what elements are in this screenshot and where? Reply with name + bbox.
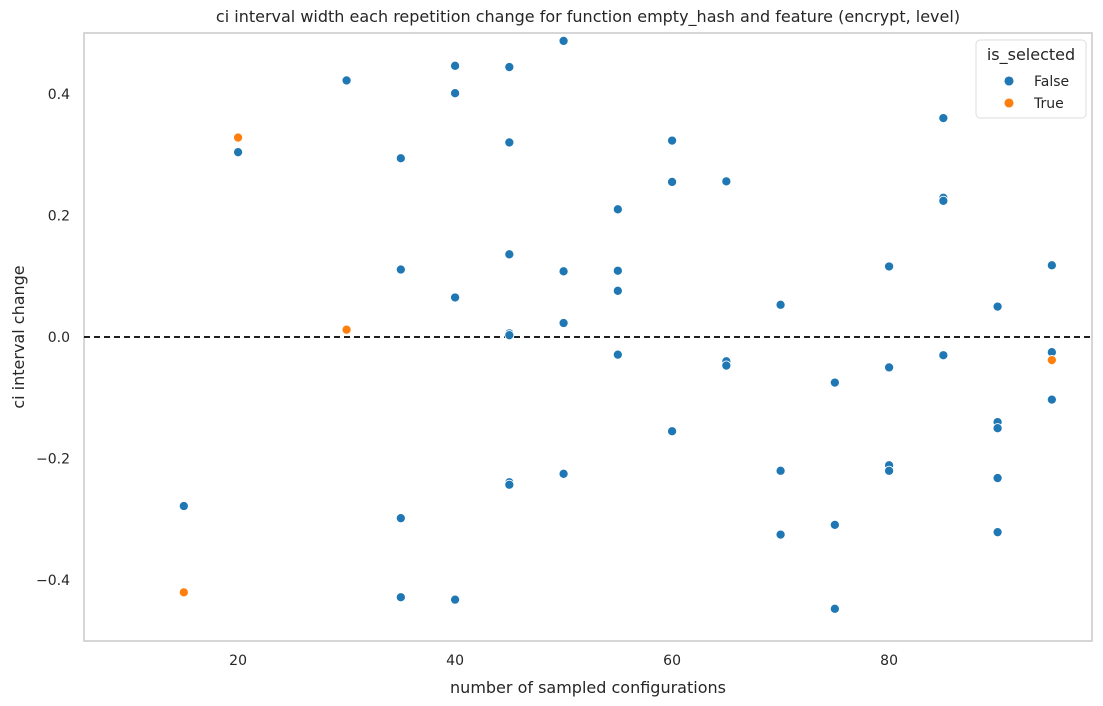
data-point-true [341,324,352,335]
legend: is_selected False True [975,39,1087,119]
legend-title: is_selected [987,45,1075,65]
chart-title: ci interval width each repetition change… [216,7,960,27]
data-point-false [992,301,1003,312]
data-point-false [667,426,678,437]
data-point-false [558,317,569,329]
data-point-false [938,195,949,206]
data-point-false [504,137,515,148]
data-point-false [884,261,895,272]
data-point-false [721,360,732,371]
data-point-false [612,349,623,360]
data-point-false [233,147,244,158]
data-point-false [884,362,895,373]
data-point-false [178,500,189,512]
data-point-false [395,264,406,275]
data-point-false [504,479,515,490]
legend-box [975,39,1087,119]
y-tick-label: 0.2 [48,208,70,224]
data-point-false [775,529,786,540]
data-point-false [612,265,623,276]
data-point-false [504,249,515,260]
data-point-false [884,465,895,476]
data-point-false [612,285,623,296]
legend-marker-false [1003,75,1015,87]
data-point-true [233,132,244,143]
data-point-false [558,35,569,46]
plot-area: 20 40 60 80 0.4 0.2 0.0 −0.2 −0.4 [36,32,1093,669]
y-tick-label: 0.4 [48,87,70,103]
x-axis-label: number of sampled configurations [450,678,726,697]
data-point-false [829,603,840,614]
data-point-false [612,204,623,215]
data-point-true [178,587,189,598]
data-point-false [1046,260,1057,271]
x-tick-label: 60 [663,653,681,669]
data-point-false [829,377,840,388]
data-point-false [829,519,840,530]
data-point-false [450,88,461,99]
data-point-false [938,113,949,124]
data-point-false [558,266,569,277]
x-tick-label: 40 [446,653,464,669]
data-point-false [775,465,786,476]
y-tick-label: −0.4 [36,573,70,589]
data-point-false [992,423,1003,434]
y-tick-label: −0.2 [36,452,70,468]
data-point-false [395,592,406,603]
legend-label-false: False [1034,74,1069,90]
data-point-false [992,473,1003,484]
legend-marker-true [1003,97,1015,109]
data-point-false [450,292,461,303]
data-point-false [667,176,678,188]
y-tick-label: 0.0 [48,330,70,346]
data-point-false [450,594,461,605]
x-tick-label: 80 [880,653,898,669]
data-point-false [450,60,461,71]
data-point-false [341,75,352,86]
data-point-false [938,350,949,361]
data-point-false [504,61,515,73]
data-point-false [721,176,732,187]
data-point-false [775,299,786,310]
data-point-false [667,135,678,146]
legend-label-true: True [1033,96,1064,112]
y-axis-label: ci interval change [9,265,28,408]
data-point-false [558,468,569,479]
data-point-false [395,513,406,524]
data-point-false [504,330,515,341]
data-point-false [1046,394,1057,405]
data-point-true [1046,355,1057,366]
x-tick-label: 20 [229,653,247,669]
data-point-false [395,153,406,164]
data-point-false [992,527,1003,538]
